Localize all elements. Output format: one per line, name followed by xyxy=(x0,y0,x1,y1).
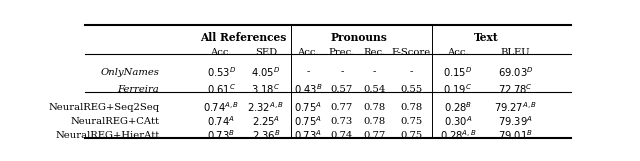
Text: Acc.: Acc. xyxy=(211,48,232,57)
Text: $79.01^{B}$: $79.01^{B}$ xyxy=(498,128,533,142)
Text: 0.78: 0.78 xyxy=(400,103,422,112)
Text: $0.28^{B}$: $0.28^{B}$ xyxy=(444,100,472,114)
Text: 0.78: 0.78 xyxy=(363,103,385,112)
Text: Prec.: Prec. xyxy=(329,48,355,57)
Text: $79.27^{A,B}$: $79.27^{A,B}$ xyxy=(494,100,537,114)
Text: $4.05^{D}$: $4.05^{D}$ xyxy=(252,65,281,79)
Text: $2.32^{A,B}$: $2.32^{A,B}$ xyxy=(248,100,285,114)
Text: All References: All References xyxy=(200,32,287,43)
Text: OnlyNames: OnlyNames xyxy=(100,67,159,76)
Text: Ferreira: Ferreira xyxy=(118,85,159,94)
Text: Acc.: Acc. xyxy=(298,48,319,57)
Text: $0.15^{D}$: $0.15^{D}$ xyxy=(444,65,473,79)
Text: Text: Text xyxy=(474,32,499,43)
Text: $0.73^{A}$: $0.73^{A}$ xyxy=(294,128,322,142)
Text: 0.75: 0.75 xyxy=(400,117,422,126)
Text: $0.28^{A,B}$: $0.28^{A,B}$ xyxy=(440,128,476,142)
Text: $0.61^{C}$: $0.61^{C}$ xyxy=(207,82,236,96)
Text: F-Score: F-Score xyxy=(392,48,431,57)
Text: $0.30^{A}$: $0.30^{A}$ xyxy=(444,115,472,128)
Text: 0.73: 0.73 xyxy=(331,117,353,126)
Text: $2.36^{B}$: $2.36^{B}$ xyxy=(252,128,280,142)
Text: SED: SED xyxy=(255,48,277,57)
Text: 0.77: 0.77 xyxy=(363,131,385,140)
Text: -: - xyxy=(307,67,310,76)
Text: NeuralREG+HierAtt: NeuralREG+HierAtt xyxy=(55,131,159,140)
Text: $69.03^{D}$: $69.03^{D}$ xyxy=(497,65,533,79)
Text: $3.18^{C}$: $3.18^{C}$ xyxy=(252,82,280,96)
Text: $0.43^{B}$: $0.43^{B}$ xyxy=(294,82,323,96)
Text: $0.19^{C}$: $0.19^{C}$ xyxy=(444,82,472,96)
Text: Rec.: Rec. xyxy=(363,48,385,57)
Text: $72.78^{C}$: $72.78^{C}$ xyxy=(498,82,533,96)
Text: $2.25^{A}$: $2.25^{A}$ xyxy=(252,115,280,128)
Text: 0.75: 0.75 xyxy=(400,131,422,140)
Text: $0.73^{B}$: $0.73^{B}$ xyxy=(207,128,236,142)
Text: NeuralREG+CAtt: NeuralREG+CAtt xyxy=(70,117,159,126)
Text: BLEU: BLEU xyxy=(500,48,531,57)
Text: 0.77: 0.77 xyxy=(331,103,353,112)
Text: Acc.: Acc. xyxy=(447,48,468,57)
Text: -: - xyxy=(410,67,413,76)
Text: 0.54: 0.54 xyxy=(363,85,385,94)
Text: -: - xyxy=(372,67,376,76)
Text: 0.74: 0.74 xyxy=(331,131,353,140)
Text: -: - xyxy=(340,67,344,76)
Text: $0.74^{A}$: $0.74^{A}$ xyxy=(207,115,236,128)
Text: NeuralREG+Seq2Seq: NeuralREG+Seq2Seq xyxy=(48,103,159,112)
Text: $79.39^{A}$: $79.39^{A}$ xyxy=(498,115,533,128)
Text: 0.78: 0.78 xyxy=(363,117,385,126)
Text: 0.57: 0.57 xyxy=(331,85,353,94)
Text: 0.55: 0.55 xyxy=(400,85,422,94)
Text: Pronouns: Pronouns xyxy=(331,32,388,43)
Text: $0.75^{A}$: $0.75^{A}$ xyxy=(294,115,322,128)
Text: $0.53^{D}$: $0.53^{D}$ xyxy=(207,65,236,79)
Text: $0.74^{A,B}$: $0.74^{A,B}$ xyxy=(203,100,239,114)
Text: $0.75^{A}$: $0.75^{A}$ xyxy=(294,100,322,114)
